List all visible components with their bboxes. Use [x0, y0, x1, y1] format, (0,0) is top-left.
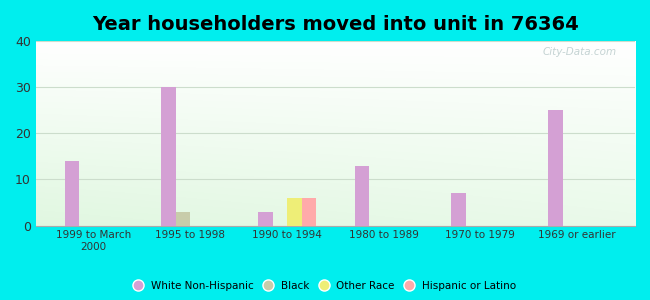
Title: Year householders moved into unit in 76364: Year householders moved into unit in 763… — [92, 15, 578, 34]
Bar — [451, 193, 466, 226]
Bar — [355, 166, 369, 226]
Text: City-Data.com: City-Data.com — [543, 46, 617, 57]
Legend: White Non-Hispanic, Black, Other Race, Hispanic or Latino: White Non-Hispanic, Black, Other Race, H… — [130, 276, 520, 295]
Bar — [302, 198, 316, 226]
Bar — [287, 198, 302, 226]
Bar — [548, 110, 562, 226]
Bar — [258, 212, 272, 226]
Bar — [65, 161, 79, 226]
Bar — [176, 212, 190, 226]
Bar — [161, 87, 176, 226]
